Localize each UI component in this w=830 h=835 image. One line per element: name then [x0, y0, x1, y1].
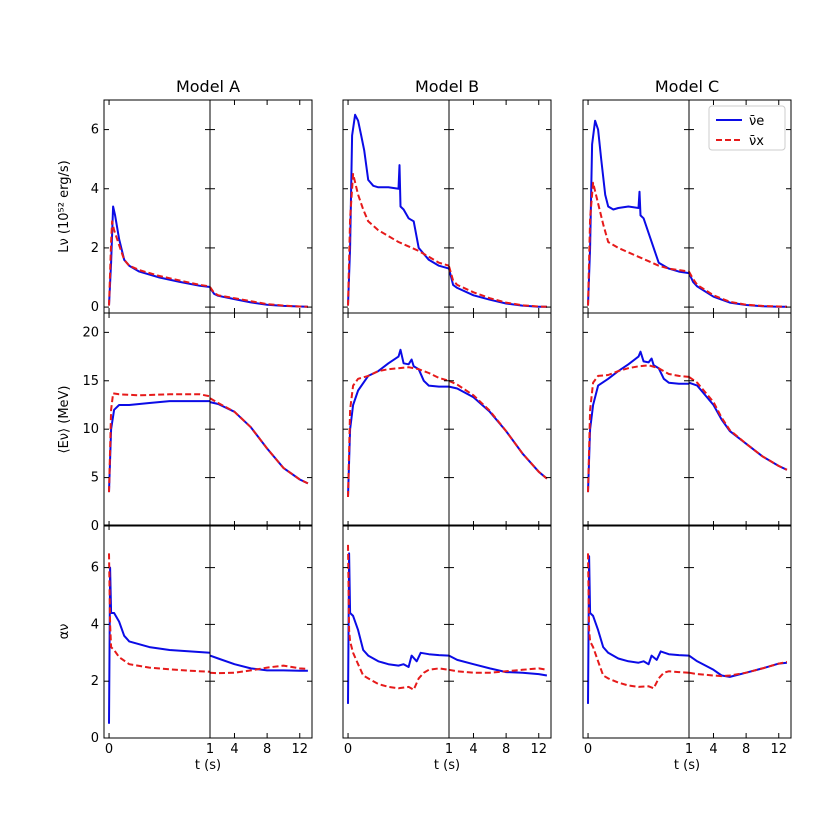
- ytick-label-r1-4: 4: [91, 182, 99, 197]
- panel-title-1: Model A: [176, 77, 240, 96]
- line-nu-x-bar-p2-r1-left: [347, 173, 450, 306]
- line-nu-x-bar-p1-r2-left: [108, 392, 211, 493]
- xtick-label-p1-8: 8: [263, 742, 271, 757]
- line-nu-e-bar-p3-r3-left: [587, 555, 690, 704]
- line-nu-x-bar-p1-r1-left: [108, 220, 211, 306]
- ytick-label-r2-10: 10: [82, 422, 99, 437]
- xtick-label-p1-4: 4: [230, 742, 238, 757]
- line-nu-e-bar-p2-r1-left: [347, 113, 450, 306]
- axes-frame-p2-r3: [342, 524, 552, 739]
- ytick-label-r1-0: 0: [91, 300, 99, 315]
- axes-frame-p1-r1: [103, 99, 313, 314]
- line-nu-e-bar-p3-r1-left: [587, 119, 690, 306]
- line-nu-e-bar-p1-r2-right: [209, 401, 309, 485]
- xtick-label-p2-8: 8: [502, 742, 510, 757]
- line-nu-x-bar-p2-r3-right: [448, 667, 548, 674]
- x-axis-label-p1: t (s): [195, 758, 221, 773]
- line-nu-e-bar-p3-r1-right: [688, 272, 787, 308]
- ytick-label-r2-20: 20: [82, 325, 99, 340]
- ytick-label-r3-2: 2: [91, 674, 99, 689]
- xtick-label-p3-4: 4: [709, 742, 717, 757]
- xtick-label-p3-0: 0: [584, 742, 592, 757]
- y-axis-label-r1: Lν (10⁵² erg/s): [57, 160, 72, 252]
- xtick-label-p2-12: 12: [530, 742, 547, 757]
- line-nu-x-bar-p2-r1-right: [448, 266, 547, 308]
- line-nu-x-bar-p1-r3-right: [209, 664, 308, 675]
- axes-frame-p2-r2: [342, 312, 552, 527]
- xtick-label-p2-4: 4: [469, 742, 477, 757]
- xtick-label-p1-0: 0: [105, 742, 113, 757]
- xtick-label-p2-0: 0: [344, 742, 352, 757]
- legend-label-nu-e-bar: ν̄e: [749, 114, 764, 129]
- x-axis-label-p2: t (s): [434, 758, 460, 773]
- line-nu-e-bar-p1-r2-left: [108, 400, 210, 493]
- line-nu-x-bar-p1-r1-right: [209, 286, 308, 308]
- line-nu-x-bar-p2-r3-left: [347, 544, 450, 691]
- line-nu-x-bar-p2-r2-right: [448, 379, 548, 480]
- ytick-label-r1-6: 6: [91, 123, 99, 138]
- ytick-label-r3-4: 4: [91, 617, 99, 632]
- xtick-label-p1-12: 12: [291, 742, 308, 757]
- line-nu-x-bar-p3-r2-left: [587, 364, 690, 493]
- ytick-label-r2-5: 5: [91, 471, 99, 486]
- x-axis-label-p3: t (s): [674, 758, 700, 773]
- ytick-label-r3-6: 6: [91, 561, 99, 576]
- panel-title-3: Model C: [655, 77, 719, 96]
- line-nu-x-bar-p3-r3-left: [587, 553, 690, 690]
- line-nu-x-bar-p1-r2-right: [209, 397, 309, 485]
- xtick-label-p3-12: 12: [770, 742, 787, 757]
- axes-frame-p3-r2: [582, 312, 792, 527]
- line-nu-e-bar-p2-r2-left: [347, 348, 449, 498]
- y-axis-label-r3: αν: [57, 624, 72, 640]
- line-nu-x-bar-p1-r3-left: [108, 553, 211, 673]
- line-nu-x-bar-p3-r2-right: [688, 376, 788, 471]
- legend-label-nu-x-bar: ν̄x: [749, 134, 764, 149]
- ytick-label-r2-15: 15: [82, 374, 99, 389]
- line-nu-e-bar-p2-r3-left: [347, 552, 450, 704]
- panel-title-2: Model B: [415, 77, 479, 96]
- line-nu-x-bar-p3-r1-right: [688, 271, 787, 308]
- ytick-label-r2-0: 0: [91, 519, 99, 534]
- axes-frame-p1-r2: [103, 312, 313, 527]
- ytick-label-r1-2: 2: [91, 241, 99, 256]
- xtick-label-p3-8: 8: [742, 742, 750, 757]
- line-nu-e-bar-p3-r2-left: [587, 350, 689, 493]
- xtick-label-p2-1: 1: [445, 742, 453, 757]
- legend-box: [708, 105, 786, 151]
- line-nu-e-bar-p3-r2-right: [688, 381, 788, 471]
- line-nu-x-bar-p3-r3-right: [688, 660, 788, 678]
- y-axis-label-r2: ⟨Eν⟩ (MeV): [57, 385, 72, 453]
- axes-frame-p1-r3: [103, 524, 313, 739]
- axes-frame-p2-r1: [342, 99, 552, 314]
- xtick-label-p3-1: 1: [685, 742, 693, 757]
- line-nu-x-bar-p2-r2-left: [347, 366, 450, 498]
- line-nu-x-bar-p3-r1-left: [587, 181, 690, 306]
- axes-frame-p3-r3: [582, 524, 792, 739]
- ytick-label-r3-0: 0: [91, 731, 99, 746]
- line-nu-e-bar-p2-r3-right: [448, 654, 548, 677]
- line-nu-e-bar-p1-r3-left: [108, 566, 211, 724]
- xtick-label-p1-1: 1: [206, 742, 214, 757]
- line-nu-e-bar-p1-r1-left: [108, 205, 211, 306]
